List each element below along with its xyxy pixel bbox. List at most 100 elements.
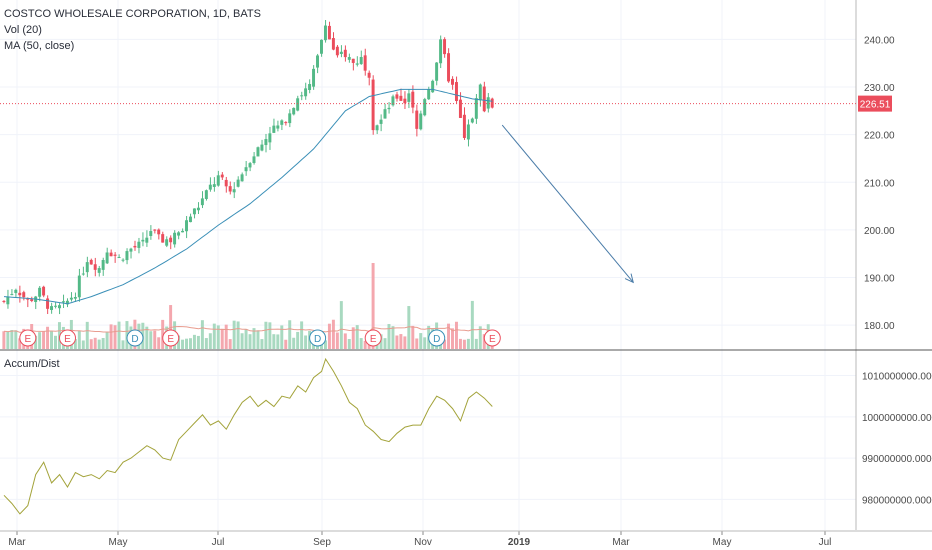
volume-bar	[355, 325, 359, 349]
candle-body	[54, 305, 57, 307]
volume-bar	[2, 331, 6, 349]
candle-body	[419, 113, 423, 130]
price-tick-label: 220.00	[864, 131, 895, 142]
event-marker-circle	[126, 329, 144, 347]
candle-body	[292, 107, 296, 115]
volume-bar	[470, 300, 474, 349]
volume-bar	[395, 335, 399, 349]
volume-bar	[161, 319, 165, 349]
volume-bar	[244, 329, 248, 349]
candle-body	[157, 229, 161, 235]
last-price-label: 226.51	[860, 100, 891, 111]
candle-body	[224, 179, 228, 187]
event-marker-label: D	[131, 334, 138, 345]
price-tick-label: 200.00	[864, 226, 895, 237]
volume-bar	[248, 334, 252, 349]
candle-body	[435, 62, 439, 81]
ma-legend[interactable]: MA (50, close)	[4, 40, 75, 52]
volume-bar	[363, 340, 367, 349]
volume-bar	[284, 339, 288, 349]
candle-body	[367, 72, 371, 78]
candle-body	[38, 287, 42, 297]
event-marker-circle	[59, 329, 77, 347]
volume-bar	[125, 321, 129, 349]
event-marker-label: D	[314, 334, 321, 345]
candle-body	[188, 216, 192, 223]
volume-bar	[81, 340, 85, 349]
volume-bar	[256, 330, 260, 349]
volume-bar	[228, 339, 232, 349]
candle-body	[22, 292, 26, 298]
candle-body	[458, 99, 462, 118]
moving-average-lines	[3, 88, 493, 333]
volume-bar	[113, 325, 117, 349]
indicator-legend[interactable]: Accum/Dist	[4, 358, 60, 370]
volume-bar	[327, 323, 331, 349]
event-marker-label: E	[489, 334, 496, 345]
time-tick-label: May	[109, 537, 128, 548]
volume-bar	[105, 332, 109, 349]
candle-body	[248, 163, 252, 168]
volume-bar	[260, 339, 264, 349]
event-marker-label: D	[433, 334, 440, 345]
candle-body	[177, 232, 181, 236]
volume-bar	[268, 322, 272, 349]
candle-body	[387, 107, 391, 110]
volume-bar	[474, 338, 478, 349]
candle-body	[232, 189, 236, 193]
volume-bar	[18, 338, 22, 349]
volume-bar	[415, 338, 419, 349]
candle-body	[200, 198, 204, 206]
candle-body	[6, 296, 10, 305]
volume-bar	[38, 332, 42, 349]
candle-body	[57, 305, 61, 309]
price-tick-label: 230.00	[864, 83, 895, 94]
volume-bar	[288, 320, 292, 349]
time-tick-label: Jul	[819, 537, 832, 548]
forecast-arrow-head	[624, 273, 634, 284]
volume-bar	[101, 337, 105, 349]
event-marker-circle	[428, 329, 446, 347]
event-marker-label: E	[64, 334, 71, 345]
volume-bar	[411, 325, 415, 349]
candle-body	[244, 167, 248, 172]
candle-body	[137, 241, 141, 248]
candle-body	[212, 184, 216, 187]
candle-body	[363, 55, 367, 71]
candle-body	[288, 113, 292, 124]
volume-bar	[347, 339, 351, 349]
volume-bar	[339, 301, 343, 349]
volume-bar	[383, 338, 387, 349]
volume-bar	[188, 338, 192, 349]
candle-body	[462, 114, 466, 138]
candle-body	[304, 88, 308, 97]
volume-legend[interactable]: Vol (20)	[4, 24, 42, 36]
candle-body	[240, 174, 244, 182]
price-tick-label: 190.00	[864, 274, 895, 285]
candle-body	[268, 133, 272, 143]
volume-bar	[204, 338, 208, 349]
volume-bar	[216, 325, 220, 349]
volume-bar	[447, 323, 451, 349]
candle-body	[339, 51, 343, 54]
event-marker-label: E	[24, 334, 31, 345]
volume-bar	[181, 339, 185, 349]
candle-body	[454, 82, 458, 102]
volume-bar	[454, 321, 458, 349]
volume-bar	[85, 321, 89, 349]
grid-lines	[0, 0, 856, 530]
symbol-title[interactable]: COSTCO WHOLESALE CORPORATION, 1D, BATS	[4, 8, 261, 20]
event-marker-label: E	[167, 334, 174, 345]
volume-bar	[97, 339, 101, 349]
event-marker-circle	[309, 329, 327, 347]
candle-body	[69, 297, 73, 300]
candle-body	[379, 119, 383, 124]
event-marker-circle	[19, 329, 37, 347]
volume-bar	[343, 333, 347, 349]
event-marker-circle	[483, 329, 501, 347]
candle-body	[427, 89, 431, 100]
volume-bar	[462, 339, 466, 349]
candle-body	[26, 298, 30, 300]
volume-bar	[323, 340, 327, 349]
